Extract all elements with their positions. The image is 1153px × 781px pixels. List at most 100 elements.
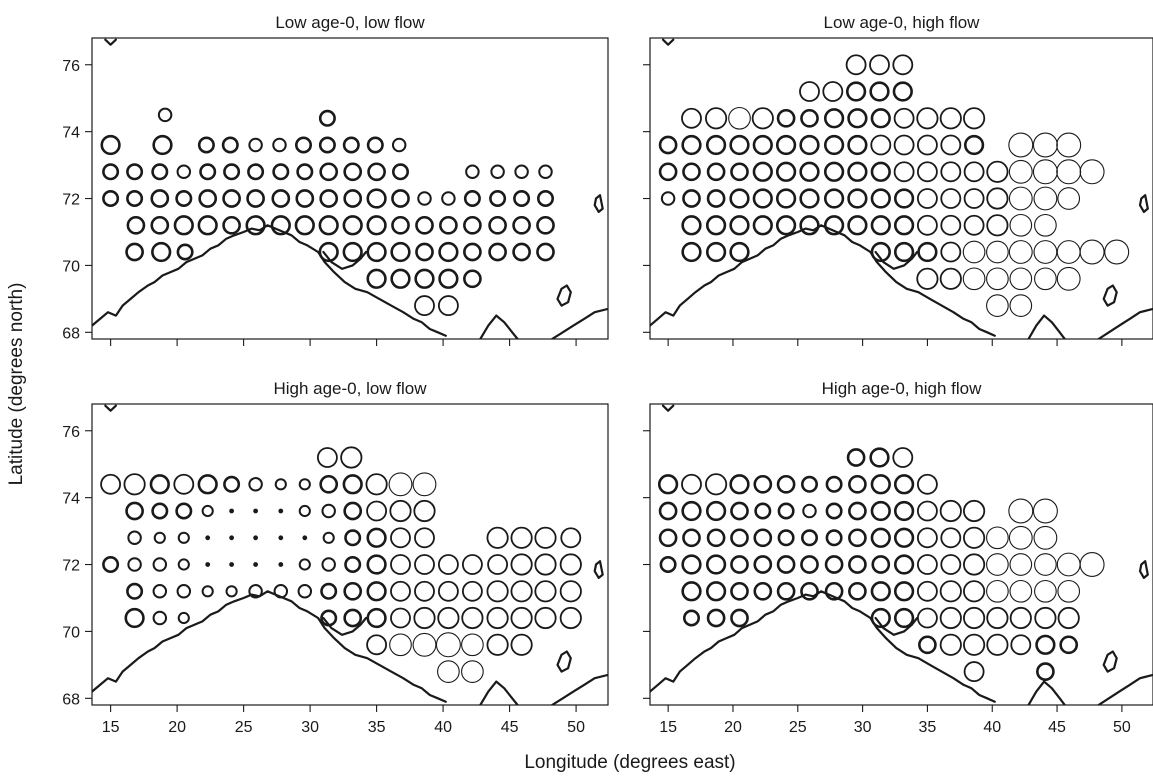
data-bubble <box>223 475 241 493</box>
y-tick-label: 68 <box>62 691 80 708</box>
data-bubble <box>848 528 867 548</box>
data-bubble <box>151 163 169 181</box>
data-bubble <box>102 190 120 208</box>
data-bubble <box>1034 553 1057 576</box>
x-tick-label: 30 <box>301 719 319 736</box>
x-tick-label: 25 <box>235 719 253 736</box>
data-bubble <box>318 136 336 154</box>
plot-frame <box>91 37 609 340</box>
data-bubble <box>917 241 938 263</box>
data-bubble <box>344 555 362 573</box>
data-bubble <box>126 215 146 235</box>
data-bubble <box>415 242 434 262</box>
data-bubble <box>513 190 531 208</box>
data-bubble <box>916 107 939 130</box>
coastline <box>551 673 608 705</box>
y-tick-label: 76 <box>62 58 80 75</box>
data-bubble <box>366 215 387 236</box>
y-axis-label: Latitude (degrees north) <box>6 283 27 486</box>
coastline <box>650 224 996 337</box>
panel-1: Low age-0, low flow 68 70 72 74 76 <box>62 13 609 346</box>
data-bubble <box>510 580 533 603</box>
coastline <box>104 404 117 412</box>
data-bubble <box>940 241 962 263</box>
data-bubble <box>366 607 387 629</box>
coastline <box>322 616 368 636</box>
data-bubble <box>963 107 986 130</box>
data-bubble <box>986 553 1009 576</box>
data-bubble <box>963 633 986 656</box>
data-bubble <box>365 473 388 496</box>
data-bubble <box>940 134 962 156</box>
data-bubble <box>682 528 701 548</box>
y-tick-label: 72 <box>62 192 80 209</box>
data-bubble <box>390 527 411 549</box>
coastline <box>1097 307 1153 339</box>
data-bubble <box>963 580 986 603</box>
data-bubble <box>893 581 915 602</box>
data-bubble <box>705 107 728 130</box>
data-bubble <box>123 473 146 496</box>
data-bubble <box>681 107 702 129</box>
plot-area <box>650 38 1153 339</box>
data-bubble <box>295 189 315 208</box>
data-bubble <box>776 555 796 574</box>
data-bubble <box>940 527 962 549</box>
data-bubble <box>270 215 291 236</box>
data-bubble <box>729 241 750 263</box>
coastline <box>479 314 519 339</box>
y-tick-label: 74 <box>62 125 80 142</box>
data-bubble <box>1032 498 1058 524</box>
data-bubble <box>366 500 388 522</box>
data-bubble <box>893 188 915 209</box>
data-bubble <box>870 581 891 602</box>
data-bubble <box>825 502 843 520</box>
data-bubble <box>963 606 986 630</box>
data-bubble <box>705 241 727 263</box>
data-bubble <box>870 241 891 263</box>
data-bubble <box>124 607 145 629</box>
data-bubble <box>318 215 339 236</box>
data-bubble <box>870 134 892 156</box>
panel-4: High age-0, high flow 15 20 25 30 35 40 45 50 <box>643 379 1153 736</box>
data-bubble <box>389 499 412 523</box>
data-bubble <box>486 580 509 603</box>
data-bubble <box>1008 240 1033 264</box>
data-bubble <box>559 553 582 576</box>
data-bubble <box>245 215 266 236</box>
data-bubble <box>1034 579 1057 603</box>
data-bubble <box>1057 606 1080 630</box>
data-bubble <box>437 580 459 602</box>
data-bubble <box>916 580 938 602</box>
data-bubble <box>298 558 311 571</box>
data-bubble <box>278 562 284 567</box>
data-bubble <box>149 474 170 495</box>
data-bubble <box>413 499 436 523</box>
data-bubble <box>986 526 1009 550</box>
panel-title: High age-0, high flow <box>822 379 982 398</box>
data-bubble <box>822 81 844 102</box>
data-bubble <box>940 214 962 236</box>
data-bubble <box>1009 553 1033 576</box>
data-bubble <box>1056 159 1082 185</box>
x-tick-label: 25 <box>789 719 807 736</box>
data-bubble <box>1009 294 1033 317</box>
data-bubble <box>823 108 845 129</box>
data-bubble <box>253 508 259 514</box>
data-bubble <box>487 554 509 575</box>
data-bubble <box>825 475 843 493</box>
coastline <box>556 650 572 673</box>
data-bubble <box>823 161 845 182</box>
data-bubble <box>823 215 845 236</box>
data-bubble <box>152 557 168 572</box>
data-bubble <box>986 294 1009 317</box>
data-bubble <box>1034 267 1057 291</box>
data-bubble <box>152 610 168 626</box>
x-tick-label: 20 <box>724 719 742 736</box>
data-bubble <box>1008 525 1033 550</box>
data-bubble <box>390 580 411 602</box>
data-bubble <box>248 584 263 599</box>
data-bubble <box>1057 579 1081 603</box>
data-bubble <box>847 161 868 182</box>
data-bubble <box>488 215 507 235</box>
